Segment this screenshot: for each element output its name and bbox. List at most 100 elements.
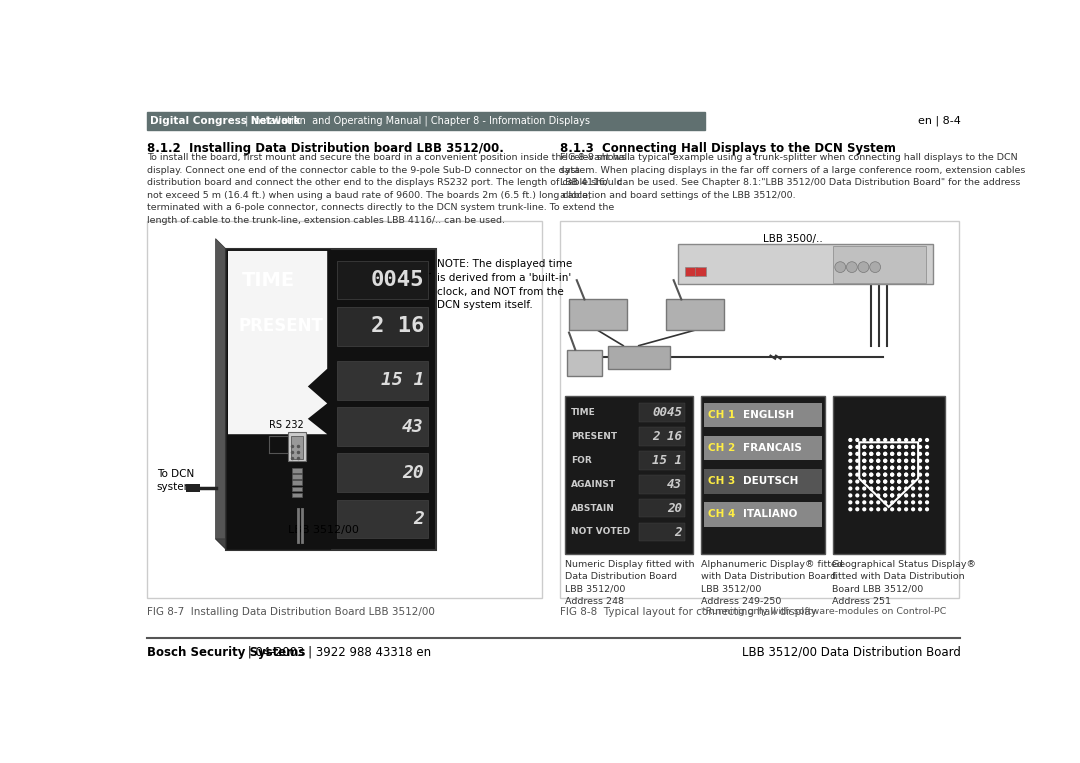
Circle shape xyxy=(919,501,921,504)
Circle shape xyxy=(897,452,901,456)
Text: FIG 8-8  Typical layout for connecting hall display: FIG 8-8 Typical layout for connecting ha… xyxy=(559,607,816,617)
Circle shape xyxy=(849,466,852,469)
Polygon shape xyxy=(228,251,327,548)
Circle shape xyxy=(869,466,873,469)
Circle shape xyxy=(869,452,873,456)
Circle shape xyxy=(883,439,887,441)
Circle shape xyxy=(905,494,907,497)
Text: en | 8-4: en | 8-4 xyxy=(918,115,960,126)
Circle shape xyxy=(883,473,887,476)
Circle shape xyxy=(905,459,907,462)
Circle shape xyxy=(869,452,873,456)
Text: 2: 2 xyxy=(414,510,424,528)
Circle shape xyxy=(883,452,887,456)
Circle shape xyxy=(912,466,915,469)
Circle shape xyxy=(883,466,887,469)
Text: FRANCAIS: FRANCAIS xyxy=(743,443,802,453)
Text: 0045: 0045 xyxy=(652,406,683,419)
Circle shape xyxy=(877,466,879,469)
Circle shape xyxy=(912,480,915,483)
Circle shape xyxy=(891,466,893,469)
Circle shape xyxy=(897,508,901,510)
Bar xyxy=(833,396,945,554)
Circle shape xyxy=(869,466,873,469)
Bar xyxy=(186,485,200,492)
Circle shape xyxy=(919,494,921,497)
Circle shape xyxy=(891,480,893,483)
Text: PRESENT: PRESENT xyxy=(238,317,323,336)
Circle shape xyxy=(891,459,893,462)
Text: CH 3: CH 3 xyxy=(708,476,735,486)
Circle shape xyxy=(912,446,915,449)
Circle shape xyxy=(919,487,921,490)
Circle shape xyxy=(863,501,866,504)
Text: *Running only with software-modules on Control-PC: *Running only with software-modules on C… xyxy=(701,607,946,617)
Circle shape xyxy=(883,473,887,476)
Circle shape xyxy=(883,466,887,469)
Circle shape xyxy=(891,452,893,456)
Circle shape xyxy=(863,452,866,456)
Circle shape xyxy=(849,473,852,476)
Text: | Installation  and Operating Manual | Chapter 8 - Information Displays: | Installation and Operating Manual | Ch… xyxy=(242,115,590,126)
Polygon shape xyxy=(216,539,435,549)
Circle shape xyxy=(856,466,859,469)
Bar xyxy=(337,407,428,446)
Circle shape xyxy=(891,439,893,441)
Circle shape xyxy=(869,446,873,449)
Circle shape xyxy=(863,473,866,476)
Circle shape xyxy=(869,439,873,441)
Bar xyxy=(638,451,685,470)
Circle shape xyxy=(869,480,873,483)
Circle shape xyxy=(883,487,887,490)
Bar xyxy=(288,432,306,461)
Circle shape xyxy=(877,452,879,456)
Circle shape xyxy=(863,473,866,476)
Bar xyxy=(638,523,685,541)
Text: 15 1: 15 1 xyxy=(652,454,683,467)
Circle shape xyxy=(897,473,901,476)
Circle shape xyxy=(877,487,879,490)
Text: To DCN
system: To DCN system xyxy=(157,469,194,491)
Circle shape xyxy=(856,473,859,476)
Text: 20: 20 xyxy=(667,501,683,514)
Bar xyxy=(704,468,822,494)
Circle shape xyxy=(849,494,852,497)
Text: TIME: TIME xyxy=(571,408,596,417)
Text: CH 2: CH 2 xyxy=(708,443,735,453)
Circle shape xyxy=(897,459,901,462)
Text: RS 232: RS 232 xyxy=(269,420,303,430)
Circle shape xyxy=(891,494,893,497)
Circle shape xyxy=(897,446,901,449)
Circle shape xyxy=(869,473,873,476)
Circle shape xyxy=(919,459,921,462)
Circle shape xyxy=(905,480,907,483)
Circle shape xyxy=(856,494,859,497)
Circle shape xyxy=(897,487,901,490)
Circle shape xyxy=(926,439,929,441)
Circle shape xyxy=(919,446,921,449)
Circle shape xyxy=(905,446,907,449)
Bar xyxy=(227,250,435,549)
Bar xyxy=(559,221,959,598)
Circle shape xyxy=(912,473,915,476)
Circle shape xyxy=(905,466,907,469)
Circle shape xyxy=(869,459,873,462)
Circle shape xyxy=(847,262,858,272)
Circle shape xyxy=(863,459,866,462)
Circle shape xyxy=(877,487,879,490)
Circle shape xyxy=(926,473,929,476)
Circle shape xyxy=(863,494,866,497)
Text: 20: 20 xyxy=(403,464,424,481)
Circle shape xyxy=(849,459,852,462)
Bar xyxy=(337,361,428,400)
Circle shape xyxy=(883,480,887,483)
Text: DEUTSCH: DEUTSCH xyxy=(743,476,799,486)
Text: 43: 43 xyxy=(403,417,424,436)
Bar xyxy=(337,261,428,299)
Text: ENGLISH: ENGLISH xyxy=(743,410,795,420)
Circle shape xyxy=(877,439,879,441)
Circle shape xyxy=(891,446,893,449)
Circle shape xyxy=(849,501,852,504)
Bar xyxy=(638,404,685,422)
Circle shape xyxy=(926,480,929,483)
